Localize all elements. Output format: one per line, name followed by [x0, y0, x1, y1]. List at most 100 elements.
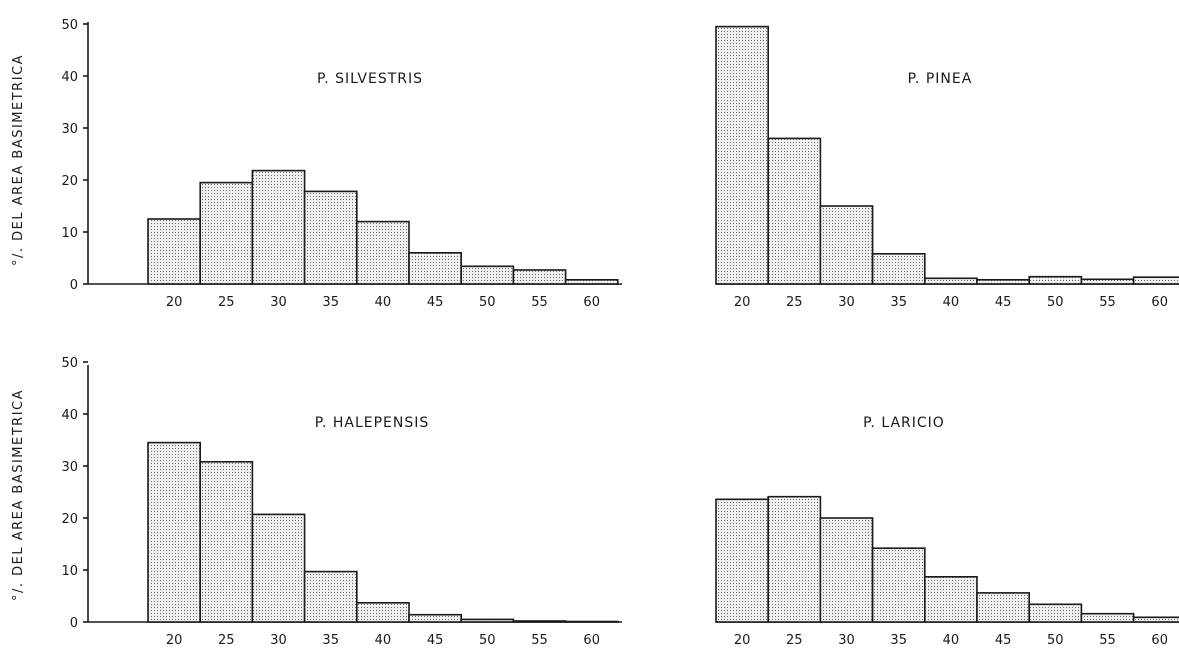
x-tick-label: 20 [166, 633, 183, 648]
bar-60 [564, 278, 619, 285]
y-axis-label: °/. DEL AREA BASIMETRICA [11, 389, 26, 601]
y-tick-label: 40 [61, 70, 78, 85]
x-ticks: 20 25 30 35 40 45 50 55 60 [166, 633, 600, 648]
bar-25 [767, 137, 822, 285]
y-tick-label: 50 [61, 18, 78, 33]
x-tick-label: 45 [995, 633, 1012, 648]
x-tick-label: 35 [890, 633, 907, 648]
bar-35 [871, 547, 926, 623]
bars [147, 441, 619, 623]
x-tick-label: 25 [218, 295, 235, 310]
x-tick-label: 55 [531, 295, 548, 310]
bar-25 [767, 495, 822, 623]
x-tick-label: 40 [943, 295, 960, 310]
y-ticks: 0 10 20 30 40 50 [61, 356, 88, 631]
bar-30 [819, 205, 874, 285]
x-tick-label: 30 [838, 633, 855, 648]
bar-50 [1028, 275, 1083, 285]
bar-50 [1028, 603, 1083, 623]
y-tick-label: 20 [61, 512, 78, 527]
y-tick-label: 30 [61, 460, 78, 475]
bars [147, 169, 619, 285]
x-tick-label: 45 [427, 295, 444, 310]
x-ticks: 20 25 30 35 40 45 50 55 60 [734, 295, 1168, 310]
bar-20 [147, 441, 202, 623]
x-tick-label: 45 [427, 633, 444, 648]
chart-title: P. LARICIO [863, 415, 945, 431]
bar-45 [976, 278, 1031, 285]
y-ticks: 0 10 20 30 40 50 [61, 18, 88, 293]
chart-panel-silvestris: °/. DEL AREA BASIMETRICA P. SILVESTRIS 0… [11, 18, 622, 310]
y-tick-label: 20 [61, 174, 78, 189]
bar-25 [199, 181, 254, 285]
x-tick-label: 60 [583, 295, 600, 310]
bar-30 [251, 169, 306, 285]
x-tick-label: 30 [270, 295, 287, 310]
y-axis-label: °/. DEL AREA BASIMETRICA [11, 54, 26, 266]
x-tick-label: 30 [270, 633, 287, 648]
bar-35 [303, 570, 358, 623]
x-tick-label: 35 [322, 295, 339, 310]
x-tick-label: 20 [734, 633, 751, 648]
bar-50 [460, 618, 515, 623]
bar-45 [408, 252, 463, 285]
bar-25 [199, 460, 254, 623]
x-tick-label: 25 [786, 295, 803, 310]
bar-40 [923, 277, 978, 285]
bar-30 [251, 513, 306, 623]
chart-title: P. HALEPENSIS [315, 415, 430, 431]
x-tick-label: 60 [583, 633, 600, 648]
bar-40 [923, 575, 978, 623]
bar-20 [147, 218, 202, 285]
x-tick-label: 60 [1151, 295, 1168, 310]
y-tick-label: 40 [61, 408, 78, 423]
x-tick-label: 25 [218, 633, 235, 648]
chart-panel-laricio: P. LARICIO 20 25 30 35 40 45 50 55 60 [715, 415, 1179, 648]
x-tick-label: 55 [1099, 633, 1116, 648]
bar-35 [871, 253, 926, 285]
y-tick-label: 0 [70, 616, 78, 631]
y-tick-label: 50 [61, 356, 78, 371]
x-tick-label: 55 [531, 633, 548, 648]
bar-35 [303, 190, 358, 285]
x-tick-label: 30 [838, 295, 855, 310]
bar-40 [355, 220, 410, 285]
bar-20 [715, 498, 770, 623]
bar-40 [355, 601, 410, 623]
x-tick-label: 60 [1151, 633, 1168, 648]
y-tick-label: 10 [61, 564, 78, 579]
bar-45 [408, 613, 463, 623]
chart-title: P. PINEA [908, 71, 973, 87]
bar-60 [1132, 616, 1179, 623]
y-tick-label: 10 [61, 226, 78, 241]
chart-panel-halepensis: °/. DEL AREA BASIMETRICA P. HALEPENSIS 0… [11, 356, 622, 648]
bars [715, 25, 1179, 285]
x-tick-label: 35 [890, 295, 907, 310]
x-tick-label: 50 [479, 295, 496, 310]
x-ticks: 20 25 30 35 40 45 50 55 60 [734, 633, 1168, 648]
bar-55 [1080, 612, 1135, 623]
bar-50 [460, 265, 515, 285]
x-tick-label: 20 [166, 295, 183, 310]
x-tick-label: 25 [786, 633, 803, 648]
x-tick-label: 50 [1047, 295, 1064, 310]
bar-60 [564, 620, 619, 623]
y-tick-label: 30 [61, 122, 78, 137]
bar-55 [512, 269, 567, 285]
bars [715, 495, 1179, 623]
x-tick-label: 40 [943, 633, 960, 648]
x-tick-label: 35 [322, 633, 339, 648]
x-tick-label: 50 [479, 633, 496, 648]
bar-55 [512, 620, 567, 623]
x-tick-label: 50 [1047, 633, 1064, 648]
bar-20 [715, 25, 770, 285]
x-ticks: 20 25 30 35 40 45 50 55 60 [166, 295, 600, 310]
x-tick-label: 20 [734, 295, 751, 310]
x-tick-label: 40 [375, 633, 392, 648]
bar-45 [976, 592, 1031, 623]
bar-55 [1080, 278, 1135, 285]
x-tick-label: 45 [995, 295, 1012, 310]
bar-30 [819, 517, 874, 623]
x-tick-label: 40 [375, 295, 392, 310]
